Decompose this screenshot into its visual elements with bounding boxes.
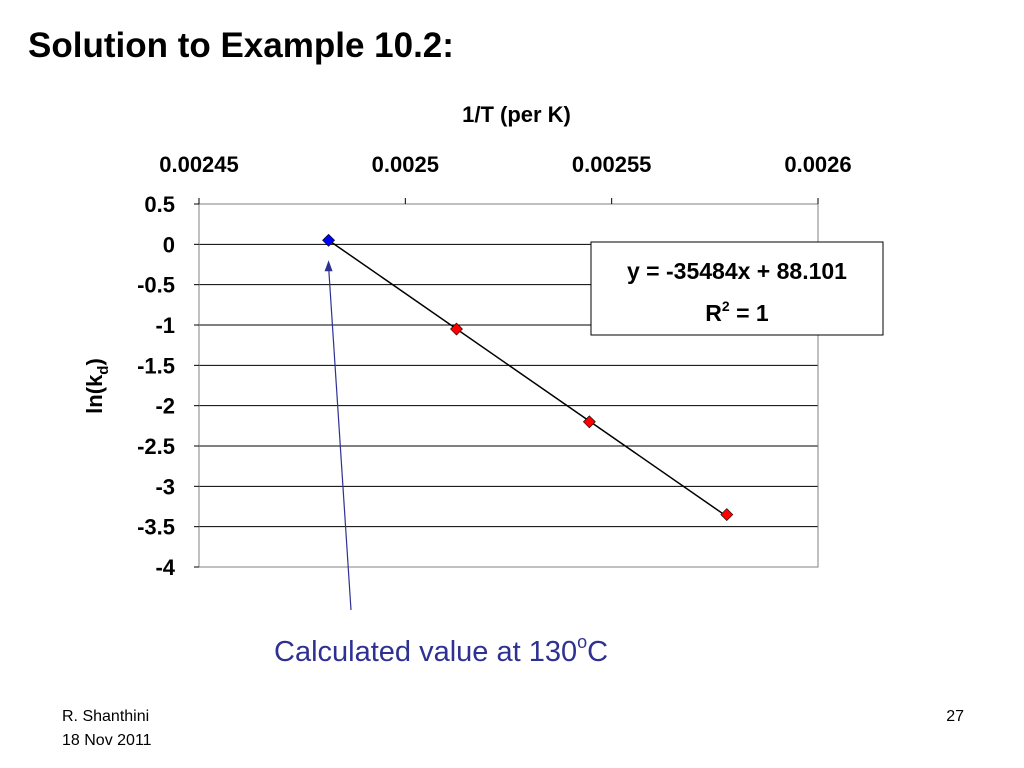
x-axis-ticks: 0.00245 0.0025 0.00255 0.0026 [159,152,852,204]
annotation-arrow [324,260,352,611]
data-point-diamond [720,508,734,521]
annotation-unit: C [587,636,609,668]
y-label-close: ) [82,358,107,365]
r-squared-label: R2 = 1 [705,298,769,326]
r-squared-value: = 1 [730,300,769,326]
y-tick-label: 0.5 [144,192,175,217]
y-axis-label: ln(kd) [82,358,112,414]
data-points [322,233,734,521]
page-number: 27 [946,708,964,725]
x-tick-label: 0.0026 [784,152,851,177]
trendline-equation: y = -35484x + 88.101 [627,258,847,284]
slide-title: Solution to Example 10.2: [28,26,454,65]
trendline-equation-box: y = -35484x + 88.101 R2 = 1 [590,241,884,336]
plot-area-frame [198,203,819,568]
annotation-label: Calculated value at 130oC [274,632,609,669]
y-tick-label: -2.5 [137,434,175,459]
trendline [328,239,728,518]
x-axis-label: 1/T (per K) [462,102,571,127]
arrow-shaft [327,266,352,611]
y-label-main: ln(k [82,374,107,414]
r-squared-exponent: 2 [722,298,730,314]
x-tick-label: 0.0025 [372,152,439,177]
y-tick-label: -0.5 [137,273,175,298]
y-tick-label: -3.5 [137,515,175,540]
y-tick-label: -2 [155,394,175,419]
footer-author: R. Shanthini [62,708,150,725]
y-tick-label: -1 [155,313,175,338]
y-label-subscript: d [95,366,112,375]
y-tick-label: -4 [155,555,175,580]
data-point-diamond [450,322,463,336]
y-tick-label: 0 [163,232,175,257]
annotation-degree-superscript: o [577,632,588,652]
y-tick-label: -1.5 [137,353,175,378]
data-point-diamond [582,415,596,429]
data-point-diamond [322,233,336,247]
r-squared-letter: R [705,300,722,326]
x-tick-label: 0.00255 [572,152,652,177]
footer-date: 18 Nov 2011 [62,732,152,749]
y-tick-label: -3 [155,474,175,499]
x-tick-label: 0.00245 [159,152,239,177]
annotation-text: Calculated value at 130 [274,636,578,668]
y-axis-ticks: 0.5 0 -0.5 -1 -1.5 -2 -2.5 -3 -3.5 -4 [137,192,199,580]
arrow-head [324,260,333,272]
equation-box-border [590,241,884,336]
